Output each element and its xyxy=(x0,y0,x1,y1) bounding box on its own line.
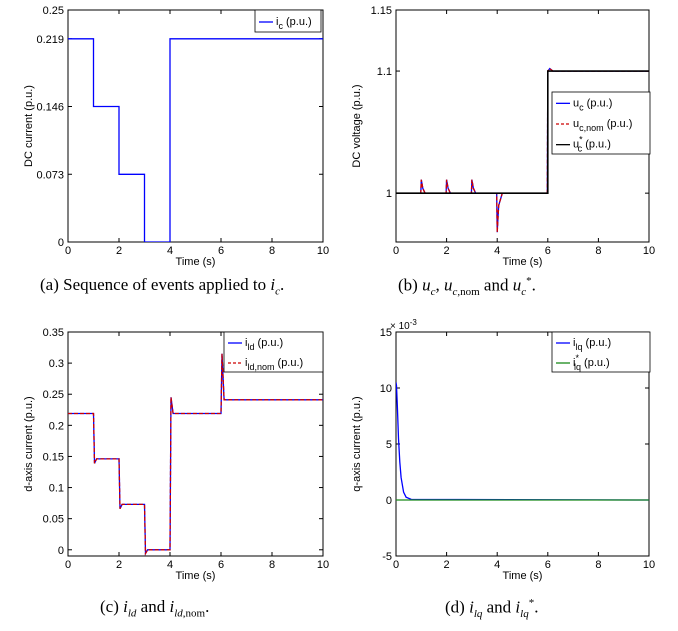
x-tick-label: 4 xyxy=(494,245,500,257)
legend-box xyxy=(551,331,651,373)
legend-label: u* c (p.u.) xyxy=(573,135,611,154)
x-tick-label: 0 xyxy=(65,245,71,257)
y-tick-label: 0.35 xyxy=(43,327,64,339)
x-tick-label: 4 xyxy=(167,245,173,257)
x-tick-label: 6 xyxy=(218,559,224,571)
y-tick-label: 0.15 xyxy=(43,451,64,463)
x-tick-label: 4 xyxy=(167,559,173,571)
y-tick-label: 0.219 xyxy=(36,34,64,46)
series-line xyxy=(396,70,649,194)
x-tick-label: 0 xyxy=(65,559,71,571)
x-axis-label: Time (s) xyxy=(176,570,216,582)
legend-box xyxy=(551,91,651,155)
legend-label: ild (p.u.) xyxy=(245,337,283,352)
y-tick-label: -5 xyxy=(382,551,392,563)
x-tick-label: 8 xyxy=(595,559,601,571)
y-axis-label: DC current (p.u.) xyxy=(23,85,35,167)
x-axis-label: Time (s) xyxy=(176,256,216,268)
x-tick-label: 2 xyxy=(116,559,122,571)
legend-label: uc,nom (p.u.) xyxy=(573,118,632,133)
y-tick-label: 5 xyxy=(386,439,392,451)
chart-c: 0 2 4 6 8 10 0 0.05 0.1 0.15 0.2 0.25 0.3 0.35 Time (s… xyxy=(23,327,329,582)
y-tick-label: 0.3 xyxy=(49,358,64,370)
caption-a: (a) Sequence of events applied to ic. xyxy=(40,275,285,298)
x-axis-label: Time (s) xyxy=(503,256,543,268)
x-tick-label: 10 xyxy=(317,559,329,571)
plot-frame xyxy=(67,9,324,243)
chart-a: 0 2 4 6 8 10 0 0.073 0.146 0.219 0.25 Time (s) DC cu… xyxy=(23,5,329,268)
y-tick-label: 1.1 xyxy=(377,66,392,78)
y-tick-label: 0.25 xyxy=(43,389,64,401)
x-tick-label: 0 xyxy=(393,245,399,257)
legend-label: ilq (p.u.) xyxy=(573,337,611,352)
x-tick-label: 6 xyxy=(218,245,224,257)
y-tick-label: 0 xyxy=(58,545,64,557)
x-tick-label: 2 xyxy=(444,559,450,571)
legend-label: ild,nom (p.u.) xyxy=(245,357,303,372)
y-tick-label: 0.05 xyxy=(43,514,64,526)
legend-label: i* lq (p.u.) xyxy=(573,353,610,372)
x-tick-label: 4 xyxy=(494,559,500,571)
y-tick-label: 0.073 xyxy=(36,169,64,181)
x-axis-label: Time (s) xyxy=(503,570,543,582)
exponent-label: × 10-3 xyxy=(390,318,417,332)
x-tick-label: 10 xyxy=(643,559,655,571)
legend-label: uc (p.u.) xyxy=(573,97,612,112)
legend-box xyxy=(254,9,322,33)
y-tick-label: 0 xyxy=(58,237,64,249)
series-line xyxy=(68,353,323,556)
legend-box xyxy=(223,331,324,373)
x-tick-label: 6 xyxy=(545,245,551,257)
y-tick-label: 0.25 xyxy=(43,5,64,17)
y-axis-label: d-axis current (p.u.) xyxy=(23,396,35,491)
y-tick-label: 0 xyxy=(386,495,392,507)
y-axis-label: q-axis current (p.u.) xyxy=(351,396,363,491)
y-tick-label: 1.15 xyxy=(371,5,392,17)
caption-b: (b) uc, uc,nom and uc*. xyxy=(398,275,536,299)
x-tick-label: 2 xyxy=(116,245,122,257)
x-tick-label: 0 xyxy=(393,559,399,571)
y-tick-label: 1 xyxy=(386,188,392,200)
series-line xyxy=(68,38,323,242)
legend-label: ic (p.u.) xyxy=(276,16,312,31)
y-tick-label: 15 xyxy=(380,327,392,339)
series-line xyxy=(396,382,649,501)
caption-c: (c) ild and ild,nom. xyxy=(100,597,210,620)
x-tick-label: 6 xyxy=(545,559,551,571)
x-tick-label: 10 xyxy=(317,245,329,257)
y-tick-label: 0.1 xyxy=(49,483,64,495)
x-tick-label: 8 xyxy=(269,245,275,257)
y-tick-label: 0.2 xyxy=(49,420,64,432)
x-tick-label: 8 xyxy=(269,559,275,571)
chart-b: 0 2 4 6 8 10 1 1.1 1.15 Time (s) DC voltage (p.u.)… xyxy=(351,5,655,268)
y-tick-label: 10 xyxy=(380,383,392,395)
y-tick-label: 0.146 xyxy=(36,102,64,114)
x-tick-label: 8 xyxy=(595,245,601,257)
y-axis-label: DC voltage (p.u.) xyxy=(351,84,363,167)
x-tick-label: 2 xyxy=(444,245,450,257)
x-tick-label: 10 xyxy=(643,245,655,257)
caption-d: (d) ilq and ilq*. xyxy=(445,597,539,621)
